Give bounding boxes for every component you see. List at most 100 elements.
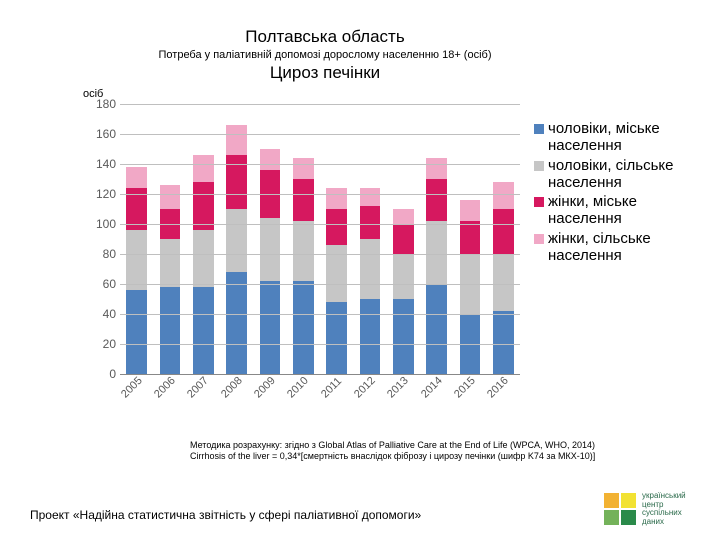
bar-segment [426, 179, 447, 221]
gridline [120, 284, 520, 285]
region-title: Полтавська область [150, 28, 500, 47]
x-tick-label: 2009 [252, 375, 278, 401]
bars-container [120, 104, 520, 374]
x-tick-label: 2013 [385, 375, 411, 401]
gridline [120, 314, 520, 315]
legend-swatch [534, 161, 544, 171]
y-tick-label: 60 [82, 277, 116, 291]
bar-segment [460, 200, 481, 221]
bar-segment [460, 221, 481, 254]
legend-item: жінки, міське населення [534, 193, 704, 228]
logo-text: український центр суспільних даних [642, 492, 702, 526]
bar-segment [493, 311, 514, 374]
bar-segment [126, 290, 147, 374]
bar-segment [260, 281, 281, 374]
gridline [120, 134, 520, 135]
gridline [120, 254, 520, 255]
bar-segment [426, 284, 447, 374]
bar-segment [193, 155, 214, 182]
bar-segment [493, 209, 514, 254]
chart: 2005200620072008200920102011201220132014… [80, 104, 520, 424]
bar-segment [426, 221, 447, 284]
legend-swatch [534, 234, 544, 244]
bar-segment [193, 287, 214, 374]
title-block: Полтавська область Потреба у паліативній… [150, 28, 500, 83]
legend-label: чоловіки, міське населення [548, 120, 704, 155]
y-tick-label: 140 [82, 157, 116, 171]
bar-segment [293, 221, 314, 281]
legend-label: чоловіки, сільське населення [548, 157, 704, 192]
x-tick-label: 2012 [352, 375, 378, 401]
bar-segment [193, 182, 214, 230]
y-tick-label: 100 [82, 217, 116, 231]
bar-segment [160, 287, 181, 374]
x-tick-label: 2014 [419, 375, 445, 401]
bar-segment [260, 149, 281, 170]
x-tick-label: 2008 [219, 375, 245, 401]
legend-item: жінки, сільське населення [534, 230, 704, 265]
bar-segment [326, 302, 347, 374]
bar-segment [293, 158, 314, 179]
bar-segment [393, 299, 414, 374]
bar-segment [360, 188, 381, 206]
legend-label: жінки, міське населення [548, 193, 704, 228]
x-tick-label: 2006 [152, 375, 178, 401]
y-tick-label: 80 [82, 247, 116, 261]
logo-tile [621, 493, 636, 508]
bar-segment [126, 230, 147, 290]
bar-segment [160, 185, 181, 209]
logo-tile [604, 493, 619, 508]
page: Полтавська область Потреба у паліативній… [0, 0, 720, 540]
gridline [120, 104, 520, 105]
bar-segment [326, 188, 347, 209]
bar-segment [226, 209, 247, 272]
legend-label: жінки, сільське населення [548, 230, 704, 265]
methodology-line1: Методика розрахунку: згідно з Global Atl… [190, 440, 660, 451]
disease-title: Цироз печінки [150, 63, 500, 83]
bar-segment [193, 230, 214, 287]
y-tick-label: 160 [82, 127, 116, 141]
bar-segment [493, 254, 514, 311]
x-axis-ticks: 2005200620072008200920102011201220132014… [120, 376, 520, 424]
bar-segment [393, 224, 414, 254]
methodology-line2: Cirrhosis of the liver = 0,34*[смертніст… [190, 451, 660, 462]
bar-segment [326, 209, 347, 245]
bar-segment [360, 239, 381, 299]
logo-tile [604, 510, 619, 525]
bar-segment [226, 272, 247, 374]
bar-segment [293, 281, 314, 374]
y-tick-label: 20 [82, 337, 116, 351]
bar-segment [126, 167, 147, 188]
x-tick-label: 2011 [319, 375, 344, 400]
gridline [120, 224, 520, 225]
legend: чоловіки, міське населеннячоловіки, сіль… [534, 120, 704, 266]
bar-segment [493, 182, 514, 209]
x-tick-label: 2016 [485, 375, 511, 401]
y-tick-label: 180 [82, 97, 116, 111]
gridline [120, 194, 520, 195]
gridline [120, 344, 520, 345]
bar-segment [360, 206, 381, 239]
x-tick-label: 2005 [119, 375, 145, 401]
chart-subtitle: Потреба у паліативній допомозі дорослому… [150, 49, 500, 61]
y-tick-label: 40 [82, 307, 116, 321]
bar-segment [360, 299, 381, 374]
legend-item: чоловіки, сільське населення [534, 157, 704, 192]
bar-segment [226, 125, 247, 155]
y-tick-label: 120 [82, 187, 116, 201]
bar-segment [393, 209, 414, 224]
bar-segment [426, 158, 447, 179]
y-tick-label: 0 [82, 367, 116, 381]
legend-item: чоловіки, міське населення [534, 120, 704, 155]
legend-swatch [534, 124, 544, 134]
bar-segment [160, 239, 181, 287]
logo-icon [604, 493, 636, 525]
bar-segment [293, 179, 314, 221]
x-tick-label: 2015 [452, 375, 478, 401]
bar-segment [393, 254, 414, 299]
logo-tile [621, 510, 636, 525]
project-footer: Проект «Надійна статистична звітність у … [30, 508, 470, 522]
x-tick-label: 2007 [185, 375, 211, 401]
bar-segment [260, 218, 281, 281]
methodology-note: Методика розрахунку: згідно з Global Atl… [190, 440, 660, 462]
